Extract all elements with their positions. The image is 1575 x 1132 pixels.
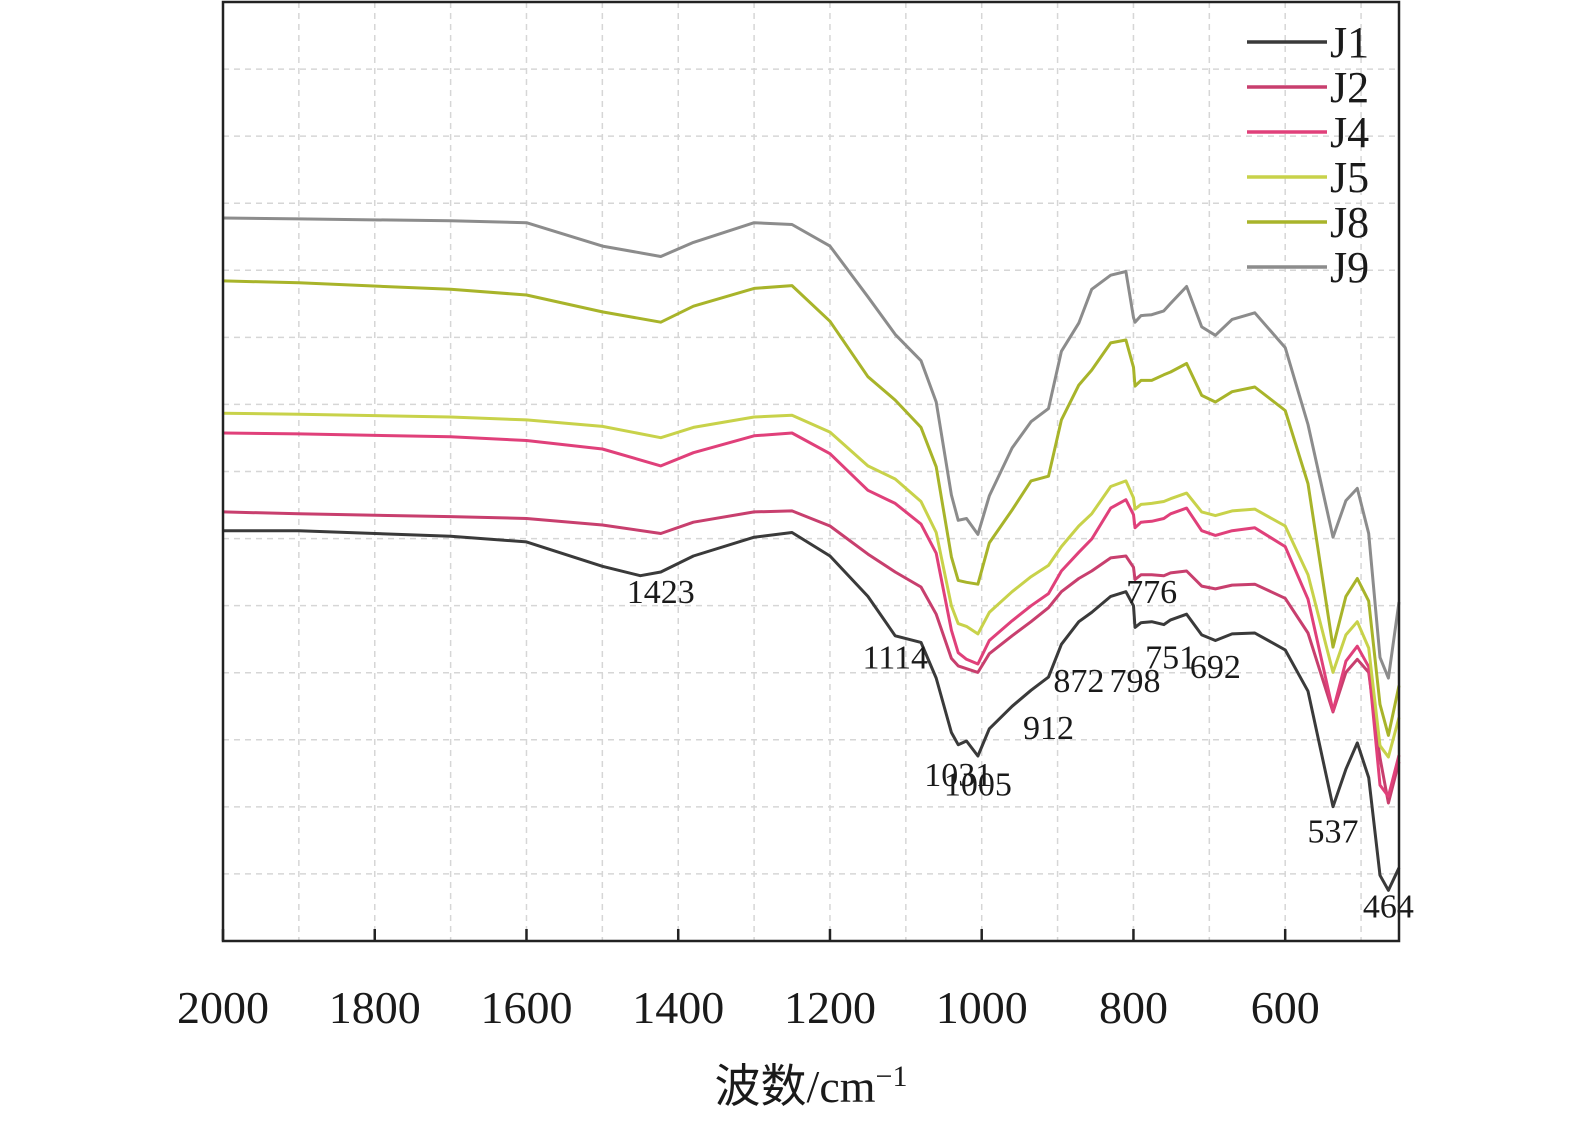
x-tick-label: 1000 [936,982,1028,1033]
grid [223,2,1399,941]
x-tick-label: 1200 [784,982,876,1033]
series-lines [222,216,1401,892]
peak-label: 776 [1126,574,1177,611]
legend-label-j5: J5 [1330,153,1369,202]
peak-label: 912 [1023,710,1074,747]
plot-frame [221,0,1401,943]
peak-label: 1005 [944,766,1012,803]
x-tick-label: 1400 [632,982,724,1033]
peak-label: 798 [1109,663,1160,700]
legend-label-j9: J9 [1330,243,1369,292]
legend-label-j4: J4 [1330,108,1369,157]
peak-label: 537 [1307,813,1358,850]
peak-label: 751 [1145,640,1196,677]
x-tick-label: 1800 [329,982,421,1033]
x-tick-label: 800 [1099,982,1168,1033]
series-line-j1 [223,529,1401,892]
x-tick-label: 600 [1251,982,1320,1033]
peak-label: 464 [1363,889,1414,926]
legend-label-j1: J1 [1330,18,1369,67]
x-tick-label: 1600 [480,982,572,1033]
x-axis-title: 波数/cm−1 [715,1060,908,1113]
x-axis-title-text: 波数/cm [715,1061,876,1112]
peak-label: 872 [1053,663,1104,700]
x-axis-title-sup: −1 [876,1060,908,1093]
series-line-j8 [222,279,1401,737]
series-line-j4 [222,431,1401,798]
series-line-j5 [222,411,1401,759]
x-tick-label: 2000 [177,982,269,1033]
legend-label-j8: J8 [1330,198,1369,247]
peak-label: 692 [1190,649,1241,686]
series-line-j9 [222,216,1401,680]
legend-label-j2: J2 [1330,63,1369,112]
peak-label: 1114 [862,640,927,677]
peak-label: 1031 [924,757,992,794]
peak-label: 1423 [627,574,695,611]
series-line-j2 [222,509,1401,805]
x-ticks: 2000 1800 1600 1400 1200 1000 800 600 [177,929,1320,1033]
